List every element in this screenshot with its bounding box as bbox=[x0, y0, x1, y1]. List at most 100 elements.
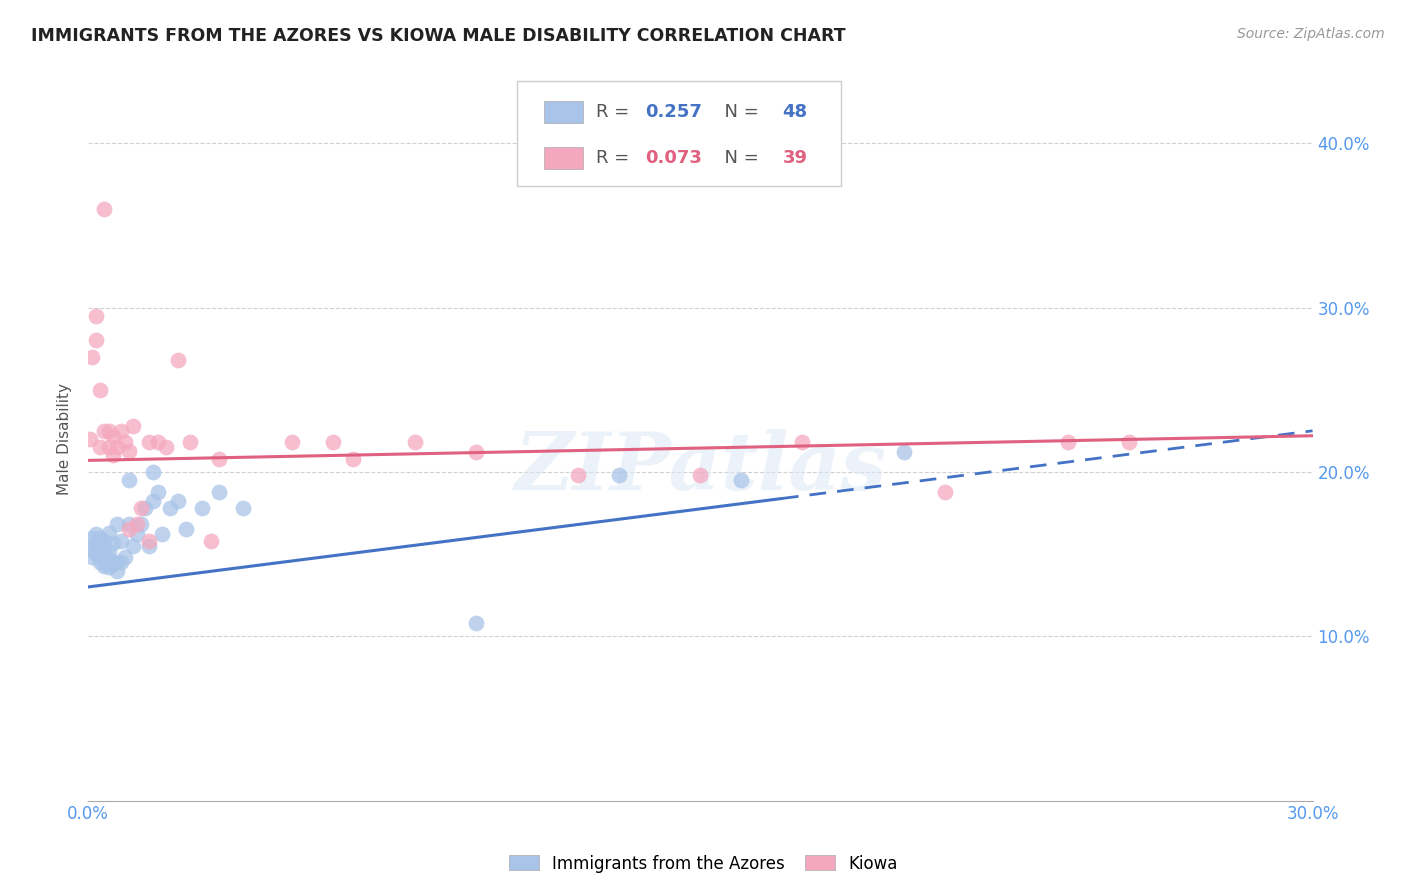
Point bbox=[101, 557, 124, 571]
FancyBboxPatch shape bbox=[516, 81, 841, 186]
Text: 48: 48 bbox=[782, 103, 807, 121]
Point bbox=[93, 533, 115, 548]
Point bbox=[146, 435, 169, 450]
Point bbox=[93, 543, 115, 558]
Point bbox=[97, 440, 120, 454]
Point bbox=[114, 435, 136, 450]
Point bbox=[110, 424, 132, 438]
Point bbox=[86, 547, 108, 561]
Point bbox=[105, 440, 128, 454]
Point bbox=[89, 440, 111, 454]
Point bbox=[138, 539, 160, 553]
Point bbox=[155, 440, 177, 454]
Point bbox=[79, 432, 101, 446]
Point bbox=[191, 501, 214, 516]
Point bbox=[464, 445, 486, 459]
Point bbox=[129, 517, 152, 532]
Point bbox=[129, 501, 152, 516]
Point bbox=[89, 547, 111, 561]
Point bbox=[89, 531, 111, 545]
Point bbox=[142, 465, 165, 479]
Point bbox=[167, 494, 190, 508]
Point bbox=[118, 517, 141, 532]
Point bbox=[110, 533, 132, 548]
Point bbox=[134, 501, 156, 516]
Text: ZIPatlas: ZIPatlas bbox=[515, 429, 886, 507]
FancyBboxPatch shape bbox=[544, 101, 583, 123]
Text: N =: N = bbox=[713, 149, 763, 167]
Point bbox=[118, 523, 141, 537]
Point bbox=[322, 435, 344, 450]
Point bbox=[792, 435, 814, 450]
Point bbox=[79, 539, 101, 553]
Text: 0.257: 0.257 bbox=[645, 103, 702, 121]
Point bbox=[934, 484, 956, 499]
Point bbox=[101, 429, 124, 443]
Point bbox=[101, 535, 124, 549]
Point bbox=[127, 517, 149, 532]
Point bbox=[208, 484, 231, 499]
Point bbox=[105, 555, 128, 569]
Point bbox=[138, 533, 160, 548]
Point bbox=[122, 539, 145, 553]
Point bbox=[105, 517, 128, 532]
Point bbox=[167, 353, 190, 368]
Point bbox=[118, 473, 141, 487]
Point bbox=[159, 501, 181, 516]
Point bbox=[689, 468, 711, 483]
Point bbox=[127, 527, 149, 541]
Point bbox=[97, 560, 120, 574]
Point bbox=[105, 564, 128, 578]
Point bbox=[86, 334, 108, 348]
Point bbox=[567, 468, 589, 483]
Text: 0.073: 0.073 bbox=[645, 149, 702, 167]
Point bbox=[208, 451, 231, 466]
Point bbox=[730, 473, 752, 487]
Point bbox=[82, 531, 104, 545]
Point bbox=[93, 552, 115, 566]
Point bbox=[464, 616, 486, 631]
Point bbox=[281, 435, 304, 450]
Text: 39: 39 bbox=[782, 149, 807, 167]
Point bbox=[146, 484, 169, 499]
Point bbox=[97, 525, 120, 540]
Point bbox=[1056, 435, 1078, 450]
Point bbox=[93, 424, 115, 438]
Point bbox=[89, 383, 111, 397]
FancyBboxPatch shape bbox=[544, 147, 583, 169]
Text: IMMIGRANTS FROM THE AZORES VS KIOWA MALE DISABILITY CORRELATION CHART: IMMIGRANTS FROM THE AZORES VS KIOWA MALE… bbox=[31, 27, 845, 45]
Point bbox=[82, 350, 104, 364]
Text: Source: ZipAtlas.com: Source: ZipAtlas.com bbox=[1237, 27, 1385, 41]
Text: R =: R = bbox=[596, 149, 636, 167]
Point bbox=[1118, 435, 1140, 450]
Point bbox=[114, 550, 136, 565]
Point bbox=[93, 558, 115, 573]
Point bbox=[118, 443, 141, 458]
Point bbox=[89, 539, 111, 553]
Y-axis label: Male Disability: Male Disability bbox=[58, 383, 72, 495]
Point bbox=[232, 501, 254, 516]
Point bbox=[86, 309, 108, 323]
Point bbox=[893, 445, 915, 459]
Point bbox=[174, 523, 197, 537]
Point bbox=[342, 451, 364, 466]
Point bbox=[97, 424, 120, 438]
Point bbox=[138, 435, 160, 450]
Point bbox=[86, 527, 108, 541]
Point bbox=[97, 543, 120, 558]
Point bbox=[101, 449, 124, 463]
Point bbox=[122, 418, 145, 433]
Point bbox=[150, 527, 173, 541]
Point bbox=[142, 494, 165, 508]
Text: N =: N = bbox=[713, 103, 763, 121]
Point bbox=[83, 543, 105, 558]
Point bbox=[86, 539, 108, 553]
Point bbox=[404, 435, 426, 450]
Text: R =: R = bbox=[596, 103, 636, 121]
Point bbox=[97, 552, 120, 566]
Point bbox=[110, 555, 132, 569]
Point bbox=[89, 555, 111, 569]
Point bbox=[200, 533, 222, 548]
Legend: Immigrants from the Azores, Kiowa: Immigrants from the Azores, Kiowa bbox=[502, 848, 904, 880]
Point bbox=[607, 468, 630, 483]
